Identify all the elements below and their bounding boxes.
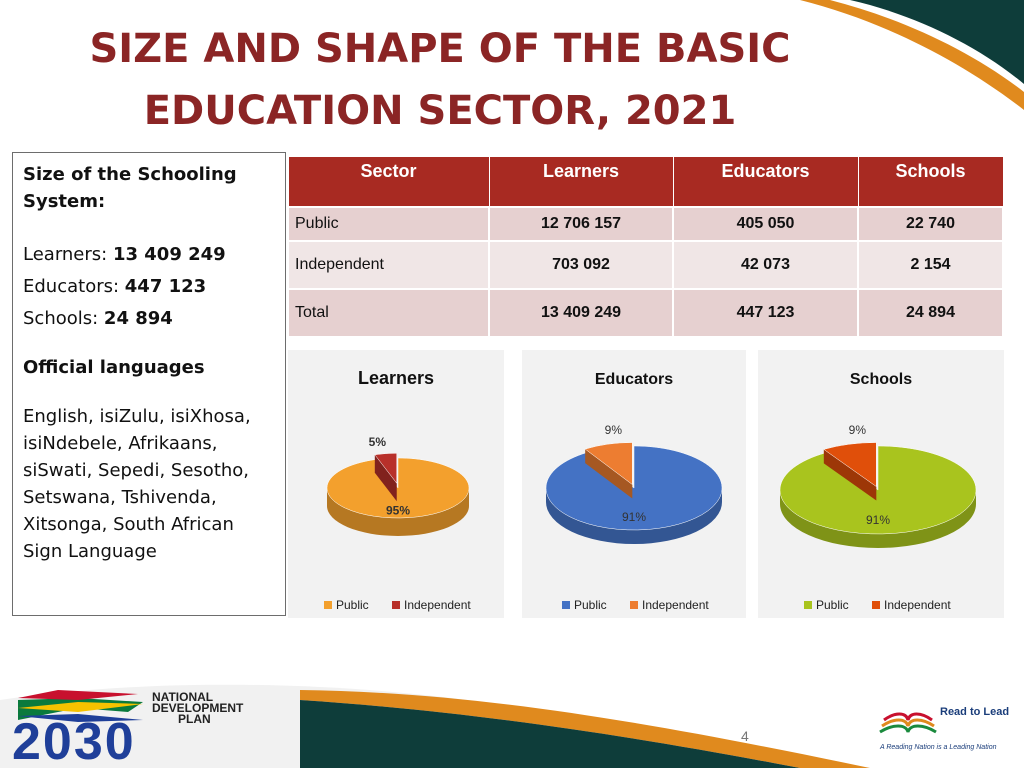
cell-schools: 24 894 bbox=[857, 288, 1004, 338]
pie-slice-public-side bbox=[780, 490, 976, 548]
cell-schools: 22 740 bbox=[857, 206, 1004, 242]
schooling-info-box: Size of the Schooling System: Learners: … bbox=[12, 152, 286, 616]
cell-learners: 703 092 bbox=[488, 240, 674, 290]
legend-label-independent: Independent bbox=[884, 598, 951, 612]
legend-label-independent: Independent bbox=[404, 598, 471, 612]
pie-slice-independent-edge bbox=[374, 454, 397, 502]
learners-label: Learners: bbox=[23, 244, 113, 265]
cell-schools: 2 154 bbox=[857, 240, 1004, 290]
page-number: 4 bbox=[741, 728, 749, 744]
cell-learners: 12 706 157 bbox=[488, 206, 674, 242]
schools-chart-panel: Schools 91% 9% Public Independent bbox=[758, 350, 1004, 618]
cell-sector: Independent bbox=[287, 240, 490, 290]
header-sector: Sector bbox=[287, 156, 490, 208]
cell-educators: 447 123 bbox=[672, 288, 859, 338]
pie-slice-independent bbox=[823, 442, 877, 488]
learners-pie-chart: Learners 95% 5% Public Independent bbox=[324, 368, 471, 612]
data-label-public: 91% bbox=[622, 510, 646, 524]
learners-chart-panel: Learners 95% 5% Public Independent bbox=[288, 350, 504, 618]
pie-slice-independent-edge bbox=[585, 449, 633, 499]
legend-label-independent: Independent bbox=[642, 598, 709, 612]
legend-label-public: Public bbox=[574, 598, 607, 612]
pie-slice-public bbox=[779, 445, 977, 535]
info-schools: Schools: 24 894 bbox=[23, 305, 275, 332]
legend-label-public: Public bbox=[816, 598, 849, 612]
legend-swatch-independent bbox=[630, 601, 638, 609]
read-to-lead-title: Read to Lead bbox=[940, 706, 1010, 718]
ndp-wordmark: NATIONAL DEVELOPMENT PLAN bbox=[152, 690, 244, 726]
ndp-year: 2030 bbox=[12, 713, 136, 771]
pie-slice-independent bbox=[374, 453, 397, 484]
educators-value: 447 123 bbox=[124, 276, 207, 297]
educators-chart-panel: Educators 91% 9% Public Independent bbox=[522, 350, 746, 618]
schools-pie-chart: Schools 91% 9% Public Independent bbox=[779, 371, 977, 612]
schools-value: 24 894 bbox=[103, 308, 173, 329]
header-educators: Educators bbox=[672, 156, 859, 208]
learners-value: 13 409 249 bbox=[112, 244, 226, 265]
sector-table: Sector Learners Educators Schools Public… bbox=[287, 156, 1004, 338]
pie-slice-public bbox=[326, 457, 470, 519]
languages-heading: Official languages bbox=[23, 357, 205, 378]
bottom-decoration bbox=[0, 684, 870, 768]
info-heading: Size of the Schooling System: bbox=[23, 164, 237, 212]
cell-educators: 42 073 bbox=[672, 240, 859, 290]
chart-title: Educators bbox=[595, 371, 673, 388]
cell-educators: 405 050 bbox=[672, 206, 859, 242]
educators-pie-chart: Educators 91% 9% Public Independent bbox=[545, 371, 723, 612]
title-line-2: EDUCATION SECTOR, 2021 bbox=[143, 88, 737, 134]
pie-slice-public bbox=[545, 445, 723, 531]
info-learners: Learners: 13 409 249 bbox=[23, 241, 275, 268]
table-row: Total 13 409 249 447 123 24 894 bbox=[287, 288, 1004, 338]
legend-swatch-public bbox=[804, 601, 812, 609]
pie-slice-public-side bbox=[327, 488, 469, 536]
data-label-independent: 5% bbox=[369, 435, 387, 449]
cell-learners: 13 409 249 bbox=[488, 288, 674, 338]
data-label-public: 95% bbox=[386, 504, 410, 518]
legend-swatch-independent bbox=[872, 601, 880, 609]
chart-title: Schools bbox=[850, 371, 912, 388]
pie-slice-public-side bbox=[546, 488, 722, 544]
languages-text: English, isiZulu, isiXhosa, isiNdebele, … bbox=[23, 406, 251, 562]
cell-sector: Total bbox=[287, 288, 490, 338]
table-row: Public 12 706 157 405 050 22 740 bbox=[287, 206, 1004, 242]
table-header-row: Sector Learners Educators Schools bbox=[287, 156, 1004, 208]
data-label-independent: 9% bbox=[605, 423, 623, 437]
schools-label: Schools: bbox=[23, 308, 104, 329]
legend-swatch-public bbox=[562, 601, 570, 609]
ndp-line-3: PLAN bbox=[178, 712, 211, 726]
chart-title: Learners bbox=[358, 368, 434, 388]
legend-swatch-independent bbox=[392, 601, 400, 609]
cell-sector: Public bbox=[287, 206, 490, 242]
title-line-1: SIZE AND SHAPE OF THE BASIC bbox=[89, 26, 791, 72]
data-label-public: 91% bbox=[866, 513, 890, 527]
legend-swatch-public bbox=[324, 601, 332, 609]
read-to-lead-tagline: A Reading Nation is a Leading Nation bbox=[880, 744, 997, 751]
pie-slice-independent-edge bbox=[823, 449, 877, 501]
page-title: SIZE AND SHAPE OF THE BASIC EDUCATION SE… bbox=[40, 18, 840, 142]
read-to-lead-book-icon bbox=[879, 712, 937, 734]
header-schools: Schools bbox=[857, 156, 1004, 208]
educators-label: Educators: bbox=[23, 276, 125, 297]
pie-slice-independent bbox=[584, 442, 633, 486]
top-right-decoration bbox=[800, 0, 1024, 110]
legend-label-public: Public bbox=[336, 598, 369, 612]
header-learners: Learners bbox=[488, 156, 674, 208]
ndp-line-2: DEVELOPMENT bbox=[152, 701, 244, 715]
table-row: Independent 703 092 42 073 2 154 bbox=[287, 240, 1004, 290]
ndp-flag-logo bbox=[18, 690, 143, 722]
ndp-line-1: NATIONAL bbox=[152, 690, 214, 704]
data-label-independent: 9% bbox=[849, 423, 867, 437]
info-educators: Educators: 447 123 bbox=[23, 273, 275, 300]
